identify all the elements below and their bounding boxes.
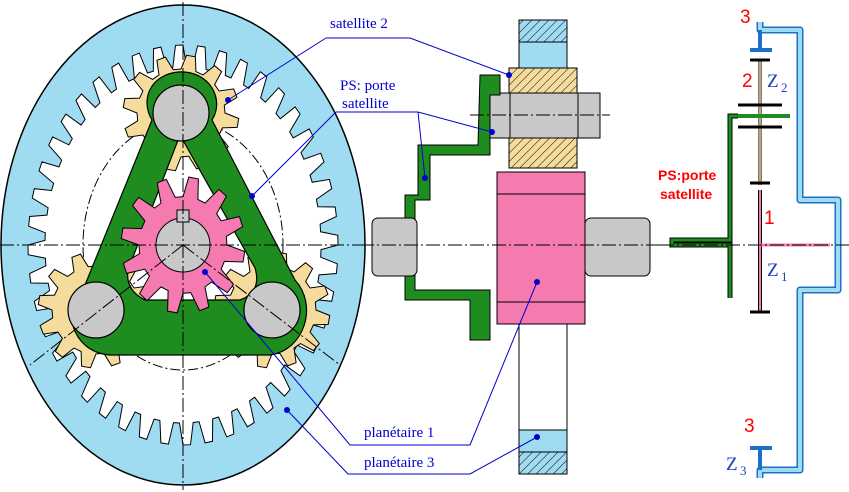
label-satellite-2: satellite 2 bbox=[330, 16, 388, 32]
front-view bbox=[0, 2, 380, 490]
z3-label: Z bbox=[726, 454, 738, 475]
output-shaft bbox=[584, 217, 651, 277]
ring-section-bottom bbox=[518, 429, 568, 453]
z2-label: Z bbox=[767, 71, 779, 92]
schematic-ps-label-line2: satellite bbox=[660, 186, 712, 202]
satellite-pin-right bbox=[243, 281, 301, 339]
schematic-ps-label-line1: PS:porte bbox=[658, 167, 717, 183]
satellite-pin-left bbox=[67, 281, 125, 339]
z1-subscript: 1 bbox=[781, 269, 788, 284]
carrier-section bbox=[404, 74, 501, 341]
label-planetaire-1: planétaire 1 bbox=[364, 425, 434, 441]
z1-label: Z bbox=[767, 260, 779, 281]
satellite-pin-top bbox=[152, 84, 210, 142]
schematic-label-3-top: 3 bbox=[740, 7, 751, 28]
schematic-label-1: 1 bbox=[764, 208, 775, 229]
label-ps-line1: PS: porte bbox=[340, 78, 396, 94]
annotations: satellite 2 PS: porte satellite planétai… bbox=[202, 16, 540, 475]
schematic-label-3-bottom: 3 bbox=[744, 416, 755, 437]
z2-subscript: 2 bbox=[781, 80, 788, 95]
kinematic-schematic: 3 2 1 3 Z 2 Z 1 Z 3 PS:porte satellite bbox=[658, 7, 849, 478]
input-shaft bbox=[371, 217, 418, 277]
section-view bbox=[360, 19, 660, 475]
ring-section-top bbox=[518, 19, 568, 43]
sun-section bbox=[496, 171, 586, 325]
schematic-label-2: 2 bbox=[742, 71, 753, 92]
label-planetaire-3: planétaire 3 bbox=[364, 455, 434, 471]
z3-subscript: 3 bbox=[740, 463, 747, 478]
label-ps-line2: satellite bbox=[342, 96, 389, 112]
